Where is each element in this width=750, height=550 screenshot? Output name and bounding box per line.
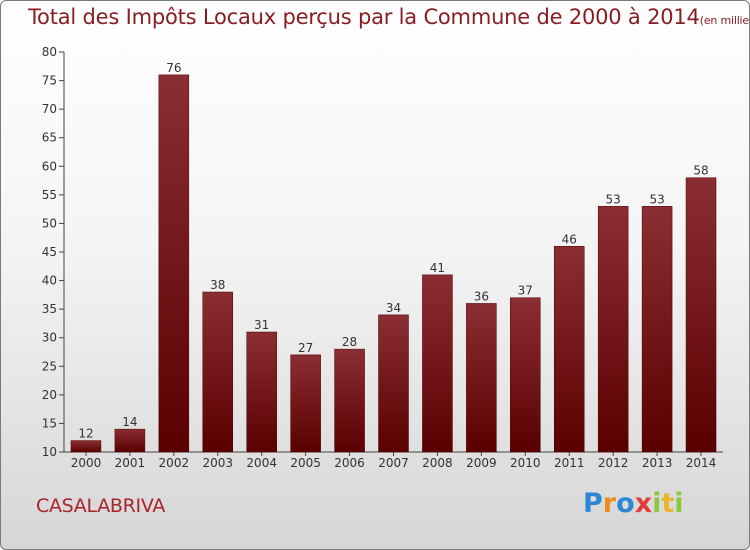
y-tick-label: 45: [42, 245, 57, 259]
y-tick-label: 20: [42, 388, 57, 402]
bars: [70, 74, 717, 453]
y-tick-label: 75: [42, 74, 57, 88]
y-tick-label: 50: [42, 216, 57, 230]
x-tick-label: 2013: [642, 456, 673, 470]
labels: 12 14 76 38 31 27 28 34 41 36 37 46 53 53 58: [78, 61, 708, 441]
y-tick-label: 40: [42, 274, 57, 288]
x-tick-label: 2003: [202, 456, 233, 470]
logo-letter: i: [652, 488, 662, 519]
title-unit: (en milliers d'€): [699, 14, 749, 27]
logo-letter: r: [602, 488, 617, 519]
y-tick-label: 60: [42, 159, 57, 173]
y-tick-label: 70: [42, 102, 57, 116]
x-tick-label: 2006: [334, 456, 365, 470]
bar[interactable]: [202, 291, 234, 453]
bar[interactable]: [378, 314, 409, 453]
y-tick-label: 55: [42, 188, 57, 202]
bar[interactable]: [466, 303, 497, 453]
bar[interactable]: [553, 246, 585, 453]
bar-value-label: 58: [693, 164, 708, 178]
bar[interactable]: [597, 206, 629, 453]
commune-name: CASALABRIVA: [36, 495, 166, 517]
bar-value-label: 31: [254, 318, 269, 332]
bar[interactable]: [70, 440, 102, 453]
bar-value-label: 14: [122, 415, 137, 429]
bar-value-label: 37: [518, 284, 533, 298]
bar[interactable]: [685, 177, 717, 453]
x-tick-label: 2014: [686, 456, 717, 470]
bar[interactable]: [246, 331, 277, 453]
bar[interactable]: [158, 74, 190, 453]
logo-letter: x: [634, 488, 653, 519]
bar-value-label: 27: [298, 341, 313, 355]
x-tick-label: 2008: [422, 456, 453, 470]
bar[interactable]: [290, 354, 321, 453]
x-tick-label: 2004: [246, 456, 277, 470]
chart-title: Total des Impôts Locaux perçus par la Co…: [28, 5, 749, 29]
bar-value-label: 36: [474, 289, 489, 303]
y-tick-label: 30: [42, 331, 57, 345]
logo-letter: i: [674, 488, 684, 519]
bar-value-label: 38: [210, 278, 225, 292]
logo-letter: o: [616, 488, 635, 519]
y-tick-label: 25: [42, 359, 57, 373]
logo-letter: P: [583, 488, 603, 519]
bar-value-label: 41: [430, 261, 445, 275]
x-tick-label: 2002: [159, 456, 190, 470]
y-tick-label: 65: [42, 131, 57, 145]
bar-value-label: 28: [342, 335, 357, 349]
bar[interactable]: [114, 428, 146, 453]
x-tick-label: 2005: [290, 456, 321, 470]
y-tick-label: 15: [42, 416, 57, 430]
x-tick-label: 2009: [466, 456, 497, 470]
bar-value-label: 53: [606, 192, 621, 206]
bar-value-label: 12: [78, 427, 93, 441]
x-tick-label: 2000: [71, 456, 102, 470]
logo-letter: t: [661, 488, 675, 519]
bar-value-label: 46: [562, 232, 577, 246]
x-tick-label: 2007: [378, 456, 409, 470]
bar[interactable]: [641, 206, 673, 453]
bar[interactable]: [334, 348, 365, 453]
axes: 10 15 20 25 30 35 40 45 50 55 60 65 70 75 80 2000 2001 20…: [42, 45, 723, 470]
x-tick-label: 2001: [115, 456, 146, 470]
x-tick-label: 2012: [598, 456, 629, 470]
y-tick-label: 10: [42, 445, 57, 459]
bar-value-label: 76: [166, 61, 181, 75]
bar-value-label: 53: [649, 192, 664, 206]
y-tick-label: 80: [42, 45, 57, 59]
bar[interactable]: [510, 297, 541, 453]
x-tick-label: 2011: [554, 456, 585, 470]
title-text: Total des Impôts Locaux perçus par la Co…: [28, 5, 700, 29]
bar-value-label: 34: [386, 301, 401, 315]
x-tick-label: 2010: [510, 456, 541, 470]
bar[interactable]: [422, 274, 453, 453]
proxiti-logo[interactable]: Proxiti: [583, 488, 684, 519]
y-tick-label: 35: [42, 302, 57, 316]
